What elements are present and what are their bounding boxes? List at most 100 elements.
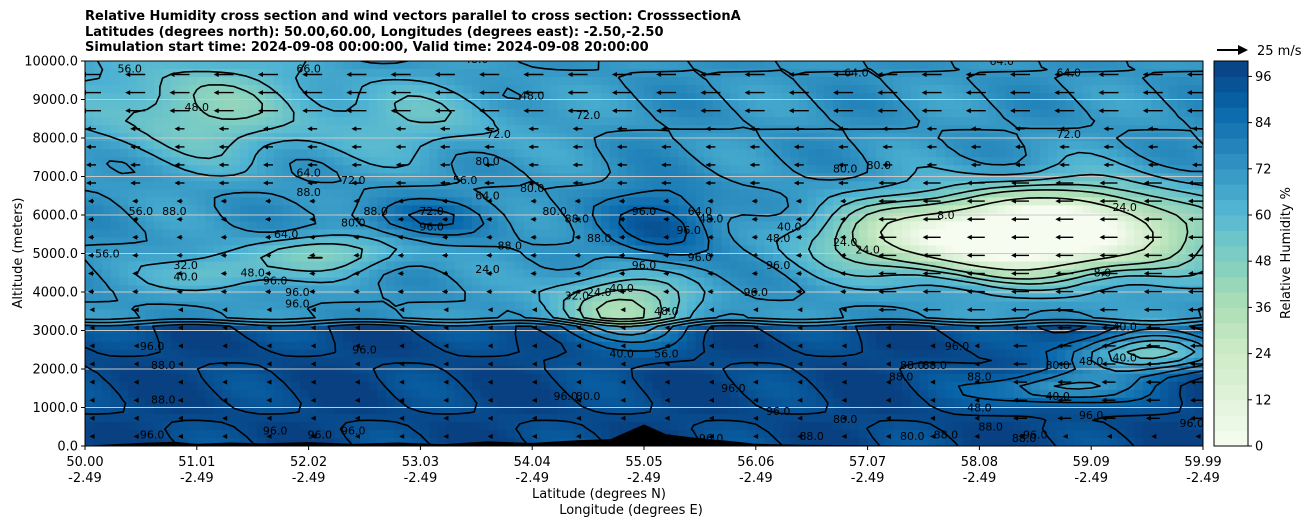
title-line-1: Relative Humidity cross section and wind… bbox=[85, 9, 741, 24]
rh-cell bbox=[807, 181, 817, 190]
rh-cell bbox=[1151, 109, 1161, 118]
rh-cell bbox=[549, 85, 559, 94]
rh-cell bbox=[1099, 93, 1109, 102]
rh-cell bbox=[1168, 301, 1178, 311]
rh-cell bbox=[833, 261, 843, 271]
rh-cell bbox=[755, 157, 765, 166]
rh-cell bbox=[102, 245, 112, 255]
rh-cell bbox=[403, 229, 413, 239]
rh-cell bbox=[635, 237, 645, 247]
rh-cell bbox=[1168, 101, 1178, 110]
rh-cell bbox=[927, 293, 937, 303]
rh-cell bbox=[343, 101, 353, 110]
rh-cell bbox=[205, 349, 215, 359]
rh-cell bbox=[1117, 253, 1127, 263]
rh-cell bbox=[687, 293, 697, 303]
rh-cell bbox=[325, 141, 335, 150]
rh-cell bbox=[1168, 197, 1178, 206]
rh-cell bbox=[214, 229, 224, 239]
rh-cell bbox=[575, 85, 585, 94]
rh-cell bbox=[110, 229, 120, 239]
rh-cell bbox=[704, 213, 714, 223]
rh-cell bbox=[343, 69, 353, 78]
rh-cell bbox=[945, 85, 955, 94]
rh-cell bbox=[687, 341, 697, 351]
rh-cell bbox=[1108, 149, 1118, 158]
rh-cell bbox=[1082, 237, 1092, 247]
rh-cell bbox=[1065, 117, 1075, 126]
rh-cell bbox=[214, 189, 224, 198]
rh-cell bbox=[1082, 61, 1092, 70]
rh-cell bbox=[1039, 93, 1049, 102]
rh-cell bbox=[1013, 245, 1023, 255]
rh-cell bbox=[859, 181, 869, 190]
rh-cell bbox=[1160, 277, 1170, 287]
rh-cell bbox=[214, 245, 224, 255]
rh-cell bbox=[652, 237, 662, 247]
rh-cell bbox=[265, 333, 275, 343]
rh-cell bbox=[1013, 109, 1023, 118]
rh-cell bbox=[755, 221, 765, 231]
rh-cell bbox=[884, 309, 894, 319]
rh-cell bbox=[480, 285, 490, 295]
rh-cell bbox=[644, 197, 654, 206]
rh-cell bbox=[463, 77, 473, 86]
rh-cell bbox=[128, 221, 138, 231]
rh-cell bbox=[214, 205, 224, 214]
rh-cell bbox=[368, 173, 378, 182]
rh-cell bbox=[910, 189, 920, 198]
rh-cell bbox=[506, 277, 516, 287]
rh-cell bbox=[1048, 93, 1058, 102]
rh-cell bbox=[859, 165, 869, 174]
rh-cell bbox=[411, 85, 421, 94]
rh-cell bbox=[902, 85, 912, 94]
rh-cell bbox=[1151, 253, 1161, 263]
rh-cell bbox=[747, 173, 757, 182]
rh-cell bbox=[1142, 173, 1152, 182]
rh-cell bbox=[979, 157, 989, 166]
rh-cell bbox=[454, 357, 464, 367]
rh-cell bbox=[936, 149, 946, 158]
rh-cell bbox=[721, 269, 731, 279]
rh-cell bbox=[618, 205, 628, 214]
rh-cell bbox=[678, 149, 688, 158]
rh-cell bbox=[1151, 301, 1161, 311]
rh-cell bbox=[893, 293, 903, 303]
rh-cell bbox=[695, 213, 705, 223]
rh-cell bbox=[368, 261, 378, 271]
rh-cell bbox=[747, 221, 757, 231]
rh-cell bbox=[1134, 149, 1144, 158]
rh-cell bbox=[1065, 125, 1075, 134]
rh-cell bbox=[721, 93, 731, 102]
rh-cell bbox=[979, 189, 989, 198]
rh-cell bbox=[919, 173, 929, 182]
rh-cell bbox=[446, 149, 456, 158]
rh-cell bbox=[282, 365, 292, 375]
rh-cell bbox=[601, 77, 611, 86]
rh-cell bbox=[730, 333, 740, 343]
rh-cell bbox=[171, 205, 181, 214]
rh-cell bbox=[661, 173, 671, 182]
rh-cell bbox=[222, 237, 232, 247]
rh-cell bbox=[136, 85, 146, 94]
rh-cell bbox=[755, 261, 765, 271]
rh-cell bbox=[239, 189, 249, 198]
rh-cell bbox=[721, 205, 731, 214]
rh-cell bbox=[549, 157, 559, 166]
rh-cell bbox=[110, 213, 120, 223]
rh-cell bbox=[110, 309, 120, 319]
rh-cell bbox=[1117, 309, 1127, 319]
rh-cell bbox=[549, 101, 559, 110]
rh-cell bbox=[368, 245, 378, 255]
rh-cell bbox=[687, 77, 697, 86]
rh-cell bbox=[730, 149, 740, 158]
rh-cell bbox=[429, 141, 439, 150]
rh-cell bbox=[790, 197, 800, 206]
rh-cell bbox=[798, 93, 808, 102]
rh-cell bbox=[239, 301, 249, 311]
rh-cell bbox=[936, 301, 946, 311]
rh-cell bbox=[403, 341, 413, 351]
rh-cell bbox=[841, 189, 851, 198]
rh-cell bbox=[669, 141, 679, 150]
rh-cell bbox=[669, 149, 679, 158]
